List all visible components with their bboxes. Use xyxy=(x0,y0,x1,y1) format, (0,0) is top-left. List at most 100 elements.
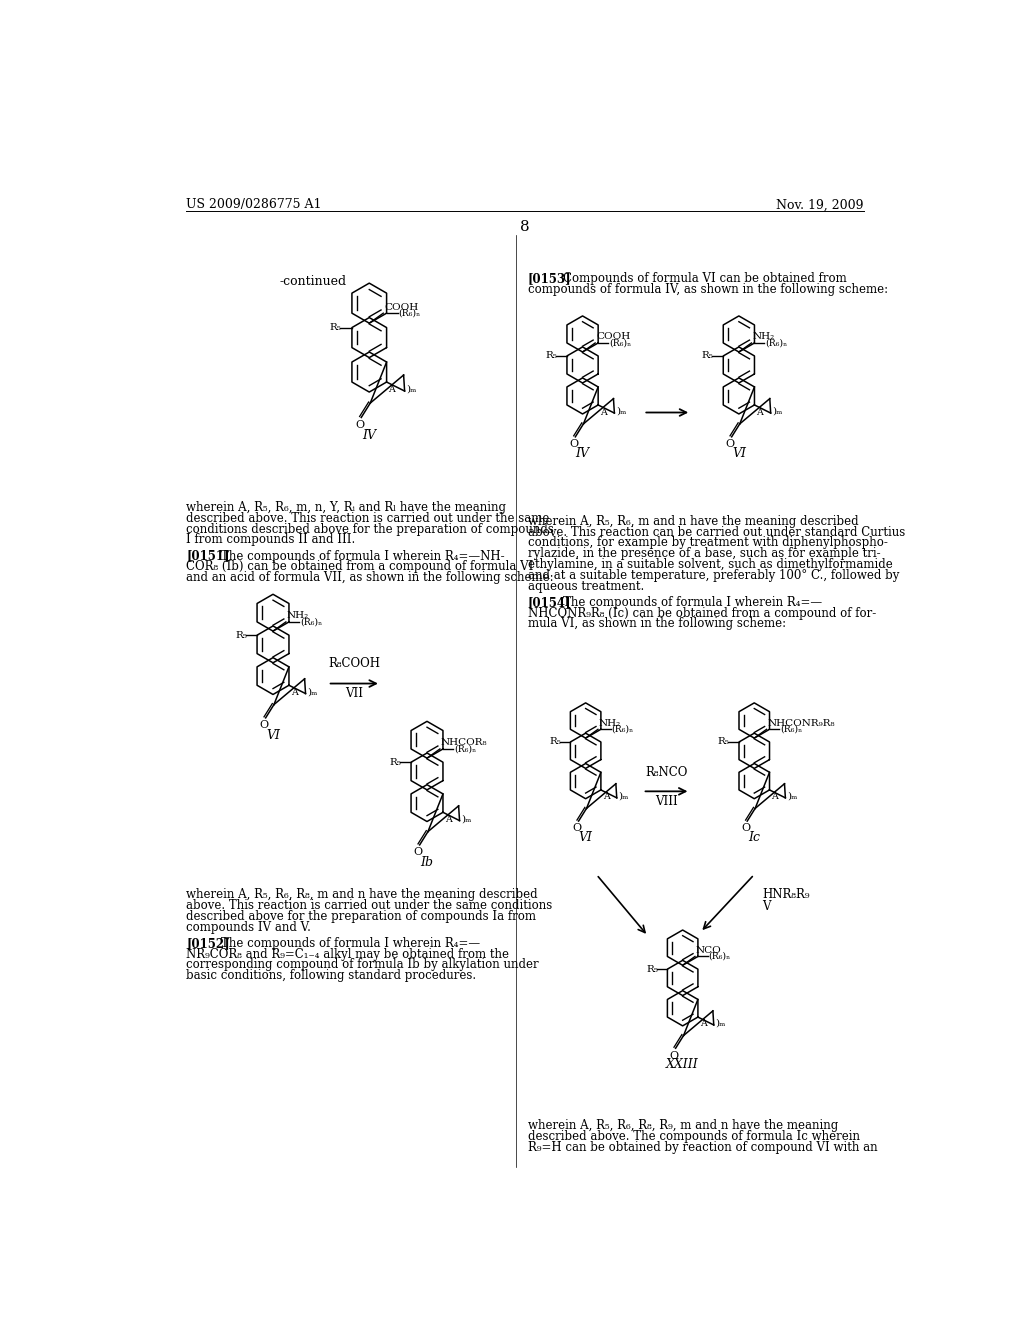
Text: The compounds of formula I wherein R₄=—: The compounds of formula I wherein R₄=— xyxy=(562,595,821,609)
Text: COOH: COOH xyxy=(384,302,418,312)
Text: NHCONR₉R₈ (Ic) can be obtained from a compound of for-: NHCONR₉R₈ (Ic) can be obtained from a co… xyxy=(528,607,877,619)
Text: )ₘ: )ₘ xyxy=(307,688,317,697)
Text: XXIII: XXIII xyxy=(667,1059,699,1072)
Text: NR₉COR₈ and R₉=C₁₋₄ alkyl may be obtained from the: NR₉COR₈ and R₉=C₁₋₄ alkyl may be obtaine… xyxy=(186,948,509,961)
Text: [0152]: [0152] xyxy=(186,937,229,950)
Text: conditions, for example by treatment with diphenylphospho-: conditions, for example by treatment wit… xyxy=(528,536,888,549)
Text: VI: VI xyxy=(266,729,280,742)
Text: A: A xyxy=(388,385,395,395)
Text: NCO: NCO xyxy=(695,946,722,954)
Text: O: O xyxy=(741,824,751,833)
Text: R₅: R₅ xyxy=(701,351,714,360)
Text: above. This reaction is carried out under the same conditions: above. This reaction is carried out unde… xyxy=(186,899,552,912)
Text: COR₈ (Ib) can be obtained from a compound of formula VI: COR₈ (Ib) can be obtained from a compoun… xyxy=(186,560,534,573)
Text: A: A xyxy=(600,408,607,417)
Text: O: O xyxy=(572,824,582,833)
Text: O: O xyxy=(569,440,579,449)
Text: rylazide, in the presence of a base, such as for example tri-: rylazide, in the presence of a base, suc… xyxy=(528,548,881,560)
Text: above. This reaction can be carried out under standard Curtius: above. This reaction can be carried out … xyxy=(528,525,905,539)
Text: (R₆)ₙ: (R₆)ₙ xyxy=(709,952,730,961)
Text: )ₘ: )ₘ xyxy=(716,1019,726,1028)
Text: The compounds of formula I wherein R₄=—: The compounds of formula I wherein R₄=— xyxy=(220,937,480,950)
Text: (R₆)ₙ: (R₆)ₙ xyxy=(300,618,323,627)
Text: R₅: R₅ xyxy=(549,738,561,747)
Text: compounds of formula IV, as shown in the following scheme:: compounds of formula IV, as shown in the… xyxy=(528,284,888,296)
Text: The compounds of formula I wherein R₄=—NH-: The compounds of formula I wherein R₄=—N… xyxy=(220,549,504,562)
Text: (R₆)ₙ: (R₆)ₙ xyxy=(454,744,476,754)
Text: described above. The compounds of formula Ic wherein: described above. The compounds of formul… xyxy=(528,1130,860,1143)
Text: R₅: R₅ xyxy=(546,351,557,360)
Text: wherein A, R₅, R₆, m, n, Y, Rᵢ and Rₗ have the meaning: wherein A, R₅, R₆, m, n, Y, Rᵢ and Rₗ ha… xyxy=(186,502,506,513)
Text: R₈COOH: R₈COOH xyxy=(328,657,380,671)
Text: R₅: R₅ xyxy=(236,631,247,640)
Text: )ₘ: )ₘ xyxy=(786,792,798,801)
Text: R₅: R₅ xyxy=(389,758,401,767)
Text: [0153]: [0153] xyxy=(528,272,571,285)
Text: (R₆)ₙ: (R₆)ₙ xyxy=(780,725,802,734)
Text: US 2009/0286775 A1: US 2009/0286775 A1 xyxy=(186,198,322,211)
Text: V: V xyxy=(762,900,770,913)
Text: O: O xyxy=(355,420,365,430)
Text: NH₂: NH₂ xyxy=(753,333,774,342)
Text: COOH: COOH xyxy=(596,333,630,342)
Text: )ₘ: )ₘ xyxy=(772,407,782,416)
Text: [0154]: [0154] xyxy=(528,595,571,609)
Text: )ₘ: )ₘ xyxy=(461,814,471,824)
Text: A: A xyxy=(771,792,778,801)
Text: conditions described above for the preparation of compounds: conditions described above for the prepa… xyxy=(186,523,554,536)
Text: mula VI, as shown in the following scheme:: mula VI, as shown in the following schem… xyxy=(528,618,786,631)
Text: R₅: R₅ xyxy=(646,965,657,974)
Text: R₈NCO: R₈NCO xyxy=(645,766,688,779)
Text: HNR₈R₉: HNR₈R₉ xyxy=(762,888,809,902)
Text: VIII: VIII xyxy=(655,795,678,808)
Text: and an acid of formula VII, as shown in the following scheme:: and an acid of formula VII, as shown in … xyxy=(186,572,554,585)
Text: (R₆)ₙ: (R₆)ₙ xyxy=(765,338,787,347)
Text: ethylamine, in a suitable solvent, such as dimethylformamide: ethylamine, in a suitable solvent, such … xyxy=(528,558,893,572)
Text: R₉=H can be obtained by reaction of compound VI with an: R₉=H can be obtained by reaction of comp… xyxy=(528,1140,878,1154)
Text: described above. This reaction is carried out under the same: described above. This reaction is carrie… xyxy=(186,512,549,525)
Text: NH₂: NH₂ xyxy=(287,611,309,620)
Text: )ₘ: )ₘ xyxy=(618,792,629,801)
Text: basic conditions, following standard procedures.: basic conditions, following standard pro… xyxy=(186,969,476,982)
Text: aqueous treatment.: aqueous treatment. xyxy=(528,579,644,593)
Text: corresponding compound of formula Ib by alkylation under: corresponding compound of formula Ib by … xyxy=(186,958,539,972)
Text: compounds IV and V.: compounds IV and V. xyxy=(186,921,311,933)
Text: VII: VII xyxy=(345,688,362,701)
Text: (R₆)ₙ: (R₆)ₙ xyxy=(611,725,634,734)
Text: (R₆)ₙ: (R₆)ₙ xyxy=(398,309,421,318)
Text: NH₂: NH₂ xyxy=(599,719,621,727)
Text: Nov. 19, 2009: Nov. 19, 2009 xyxy=(776,198,863,211)
Text: O: O xyxy=(414,847,423,857)
Text: NHCONR₉R₈: NHCONR₉R₈ xyxy=(767,719,835,727)
Text: described above for the preparation of compounds Ia from: described above for the preparation of c… xyxy=(186,909,536,923)
Text: [0151]: [0151] xyxy=(186,549,229,562)
Text: R₅: R₅ xyxy=(718,738,729,747)
Text: I from compounds II and III.: I from compounds II and III. xyxy=(186,533,355,546)
Text: A: A xyxy=(699,1019,707,1028)
Text: A: A xyxy=(291,688,298,697)
Text: wherein A, R₅, R₆, m and n have the meaning described: wherein A, R₅, R₆, m and n have the mean… xyxy=(528,515,858,528)
Text: )ₘ: )ₘ xyxy=(407,385,417,393)
Text: Compounds of formula VI can be obtained from: Compounds of formula VI can be obtained … xyxy=(562,272,846,285)
Text: and at a suitable temperature, preferably 100° C., followed by: and at a suitable temperature, preferabl… xyxy=(528,569,899,582)
Text: NHCOR₈: NHCOR₈ xyxy=(440,738,487,747)
Text: Ib: Ib xyxy=(421,855,433,869)
Text: O: O xyxy=(670,1051,679,1060)
Text: (R₆)ₙ: (R₆)ₙ xyxy=(609,338,631,347)
Text: R₅: R₅ xyxy=(329,323,341,333)
Text: A: A xyxy=(444,814,452,824)
Text: -continued: -continued xyxy=(280,276,346,289)
Text: 8: 8 xyxy=(520,220,529,234)
Text: IV: IV xyxy=(575,447,590,461)
Text: wherein A, R₅, R₆, R₈, m and n have the meaning described: wherein A, R₅, R₆, R₈, m and n have the … xyxy=(186,888,538,902)
Text: )ₘ: )ₘ xyxy=(615,407,627,416)
Text: A: A xyxy=(757,408,763,417)
Text: O: O xyxy=(726,440,734,449)
Text: IV: IV xyxy=(362,429,376,442)
Text: VI: VI xyxy=(732,447,745,461)
Text: A: A xyxy=(603,792,609,801)
Text: Ic: Ic xyxy=(749,832,760,845)
Text: wherein A, R₅, R₆, R₈, R₉, m and n have the meaning: wherein A, R₅, R₆, R₈, R₉, m and n have … xyxy=(528,1119,838,1133)
Text: O: O xyxy=(259,721,268,730)
Text: VI: VI xyxy=(579,832,593,845)
